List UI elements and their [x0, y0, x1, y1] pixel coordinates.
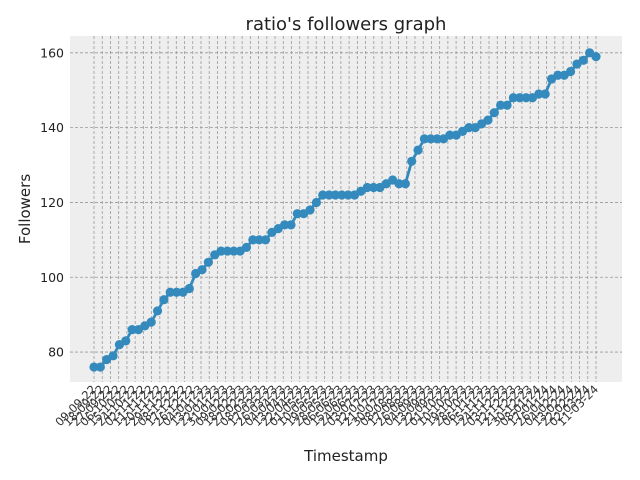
- data-point: [419, 134, 430, 144]
- data-point: [521, 93, 531, 103]
- data-point: [89, 362, 99, 372]
- data-point: [362, 182, 372, 193]
- data-point: [343, 190, 353, 200]
- data-point: [337, 190, 347, 200]
- data-point: [95, 362, 105, 372]
- data-point: [280, 220, 290, 230]
- data-point: [553, 70, 563, 80]
- data-point: [165, 287, 175, 297]
- y-axis-label: Followers: [16, 174, 34, 244]
- data-point: [311, 197, 322, 208]
- data-point: [368, 182, 379, 193]
- data-point: [248, 235, 258, 245]
- data-point: [159, 295, 169, 305]
- data-point: [400, 179, 410, 189]
- grid: [70, 36, 622, 382]
- data-point: [146, 317, 156, 327]
- data-point: [241, 242, 252, 252]
- data-point: [286, 220, 296, 230]
- data-point: [292, 209, 302, 219]
- data-point: [394, 179, 404, 189]
- data-point: [464, 123, 474, 133]
- data-point: [578, 55, 588, 65]
- plot-area: [70, 36, 622, 382]
- data-point: [127, 325, 137, 335]
- data-point: [565, 66, 576, 77]
- data-point: [324, 190, 334, 200]
- data-point: [216, 246, 226, 256]
- data-point: [318, 190, 328, 200]
- data-point: [197, 265, 207, 275]
- data-point: [413, 145, 423, 155]
- data-point: [445, 130, 455, 140]
- data-point: [407, 156, 417, 166]
- y-tick-label: 140: [40, 120, 64, 135]
- data-point: [489, 108, 499, 118]
- y-tick-label: 160: [40, 45, 64, 60]
- data-point: [540, 89, 550, 99]
- y-tick-label: 80: [48, 345, 64, 360]
- series-line: [89, 48, 601, 372]
- data-point: [508, 93, 518, 103]
- data-point: [591, 51, 601, 62]
- data-point: [496, 100, 506, 110]
- data-point: [534, 89, 544, 99]
- data-point: [121, 336, 131, 346]
- data-point: [184, 283, 194, 294]
- y-axis-ticks: 80 100 120 140 160: [40, 45, 64, 359]
- data-point: [254, 235, 264, 245]
- data-point: [483, 115, 493, 125]
- data-point: [152, 306, 163, 316]
- data-point: [515, 93, 525, 103]
- chart-title: ratio's followers graph: [246, 14, 447, 35]
- y-tick-label: 100: [40, 270, 64, 285]
- data-point: [330, 190, 341, 200]
- data-point: [260, 235, 271, 245]
- data-point: [305, 205, 315, 215]
- data-point: [502, 100, 512, 110]
- data-point: [426, 134, 436, 144]
- data-point: [108, 351, 118, 361]
- x-axis-ticks: 09-09-2218-09-2227-09-2206-10-2215-10-22…: [52, 382, 601, 429]
- data-point: [203, 257, 213, 267]
- data-point: [229, 246, 239, 256]
- data-point: [222, 246, 233, 256]
- x-axis-label: Timestamp: [303, 447, 388, 465]
- data-point: [172, 287, 182, 297]
- y-tick-label: 120: [40, 195, 64, 210]
- data-point: [432, 134, 442, 144]
